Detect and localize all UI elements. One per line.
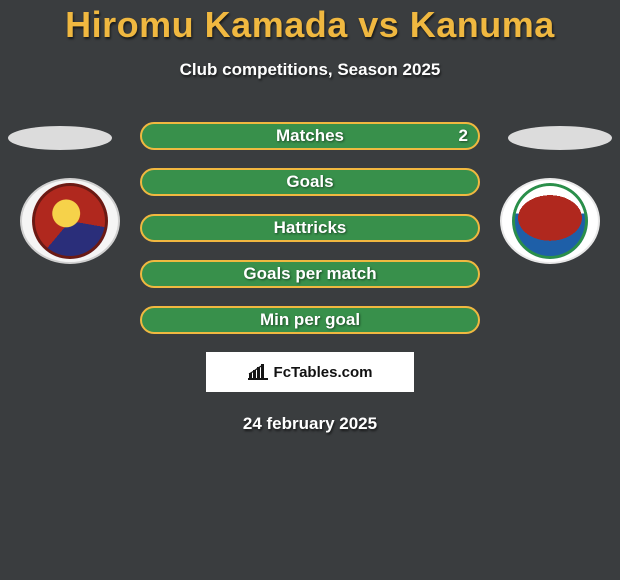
team-logo-right (500, 178, 600, 264)
stat-row-goals-per-match: Goals per match (140, 260, 480, 288)
chart-container: Hiromu Kamada vs Kanuma Club competition… (0, 0, 620, 580)
right-player-ellipse (508, 126, 612, 150)
stat-label: Min per goal (260, 310, 360, 330)
date-label: 24 february 2025 (0, 414, 620, 434)
tokushima-badge-icon (512, 183, 588, 259)
stat-row-min-per-goal: Min per goal (140, 306, 480, 334)
bar-chart-icon (248, 364, 268, 380)
brand-text: FcTables.com (274, 364, 373, 381)
vegalta-badge-icon (32, 183, 108, 259)
team-logo-left (20, 178, 120, 264)
stat-label: Hattricks (274, 218, 347, 238)
page-title: Hiromu Kamada vs Kanuma (0, 4, 620, 46)
stat-value-right: 2 (459, 126, 468, 146)
subtitle: Club competitions, Season 2025 (0, 60, 620, 80)
brand-box: FcTables.com (206, 352, 414, 392)
stat-row-matches: Matches 2 (140, 122, 480, 150)
stat-label: Goals (286, 172, 333, 192)
stat-label: Matches (276, 126, 344, 146)
left-player-ellipse (8, 126, 112, 150)
stat-label: Goals per match (243, 264, 376, 284)
stat-row-hattricks: Hattricks (140, 214, 480, 242)
stat-row-goals: Goals (140, 168, 480, 196)
